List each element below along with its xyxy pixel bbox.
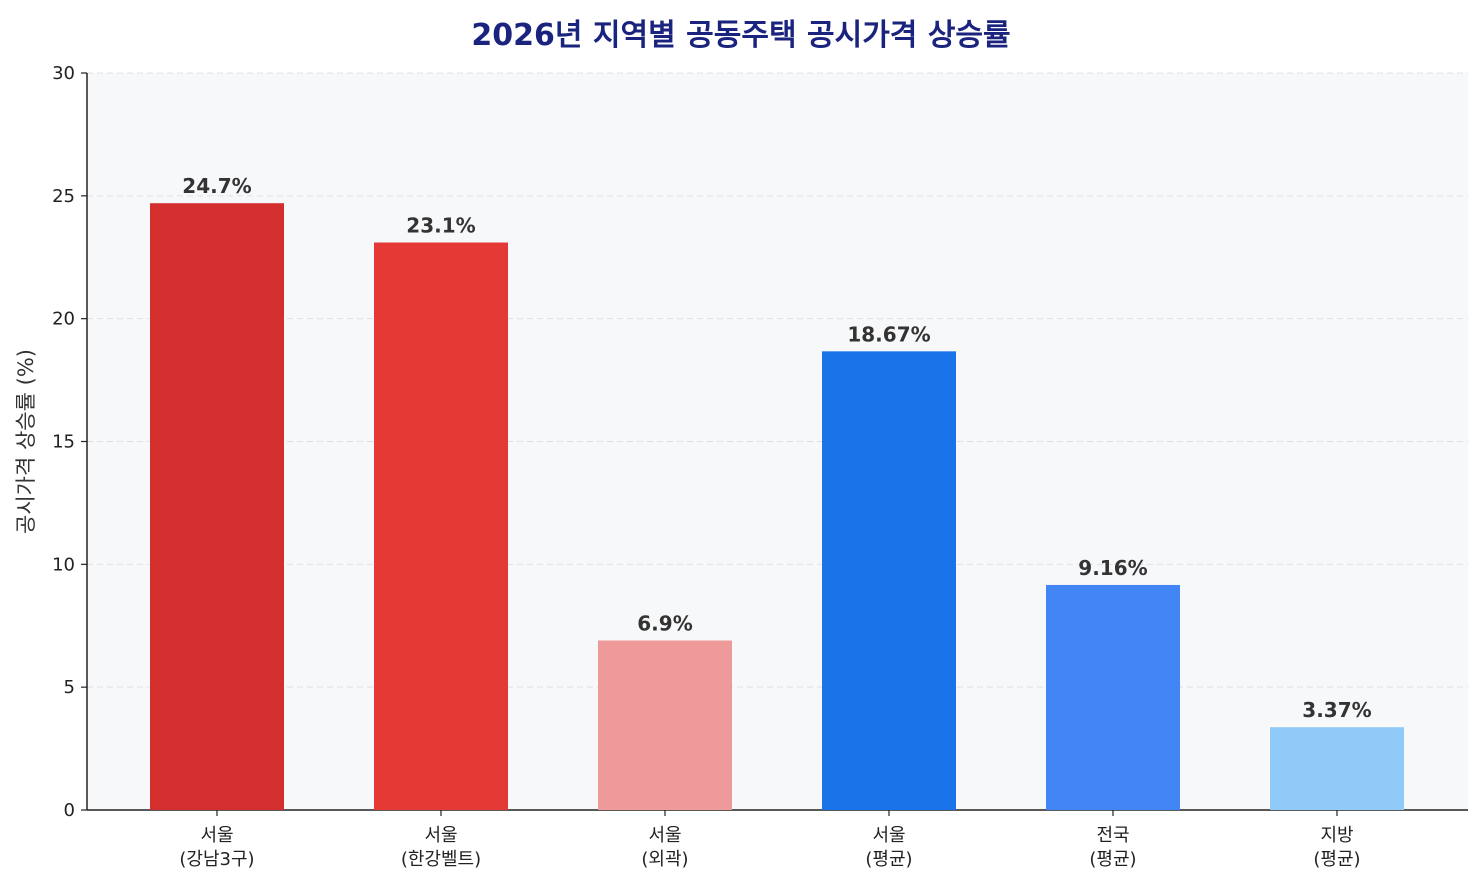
y-tick-label: 5 xyxy=(64,677,75,698)
bar xyxy=(1270,727,1404,810)
y-tick-label: 25 xyxy=(52,186,75,207)
x-tick-label: 서울 (강남3구) xyxy=(179,825,254,870)
bar xyxy=(598,640,732,810)
y-tick-label: 10 xyxy=(52,554,75,575)
data-label: 18.67% xyxy=(847,322,930,346)
bar xyxy=(150,203,284,810)
data-label: 3.37% xyxy=(1302,698,1371,722)
y-tick-label: 20 xyxy=(52,309,75,330)
chart-title: 2026년 지역별 공동주택 공시가격 상승률 xyxy=(471,18,1011,53)
x-tick-label: 전국 (평균) xyxy=(1089,825,1136,870)
data-label: 24.7% xyxy=(182,174,251,198)
bar xyxy=(374,242,508,810)
data-label: 9.16% xyxy=(1078,556,1147,580)
x-tick-label: 서울 (한강벨트) xyxy=(401,825,481,870)
data-label: 23.1% xyxy=(406,214,475,238)
y-tick-label: 15 xyxy=(52,432,75,453)
y-tick-label: 0 xyxy=(64,800,75,821)
bar xyxy=(822,351,956,810)
y-tick-label: 30 xyxy=(52,63,75,84)
bar xyxy=(1046,584,1180,810)
x-tick-label: 서울 (평균) xyxy=(865,825,912,870)
data-label: 6.9% xyxy=(637,611,692,635)
y-axis-label: 공시가격 상승률 (%) xyxy=(14,349,38,534)
x-tick-label: 지방 (평균) xyxy=(1313,825,1360,870)
x-tick-label: 서울 (외곽) xyxy=(641,825,688,870)
